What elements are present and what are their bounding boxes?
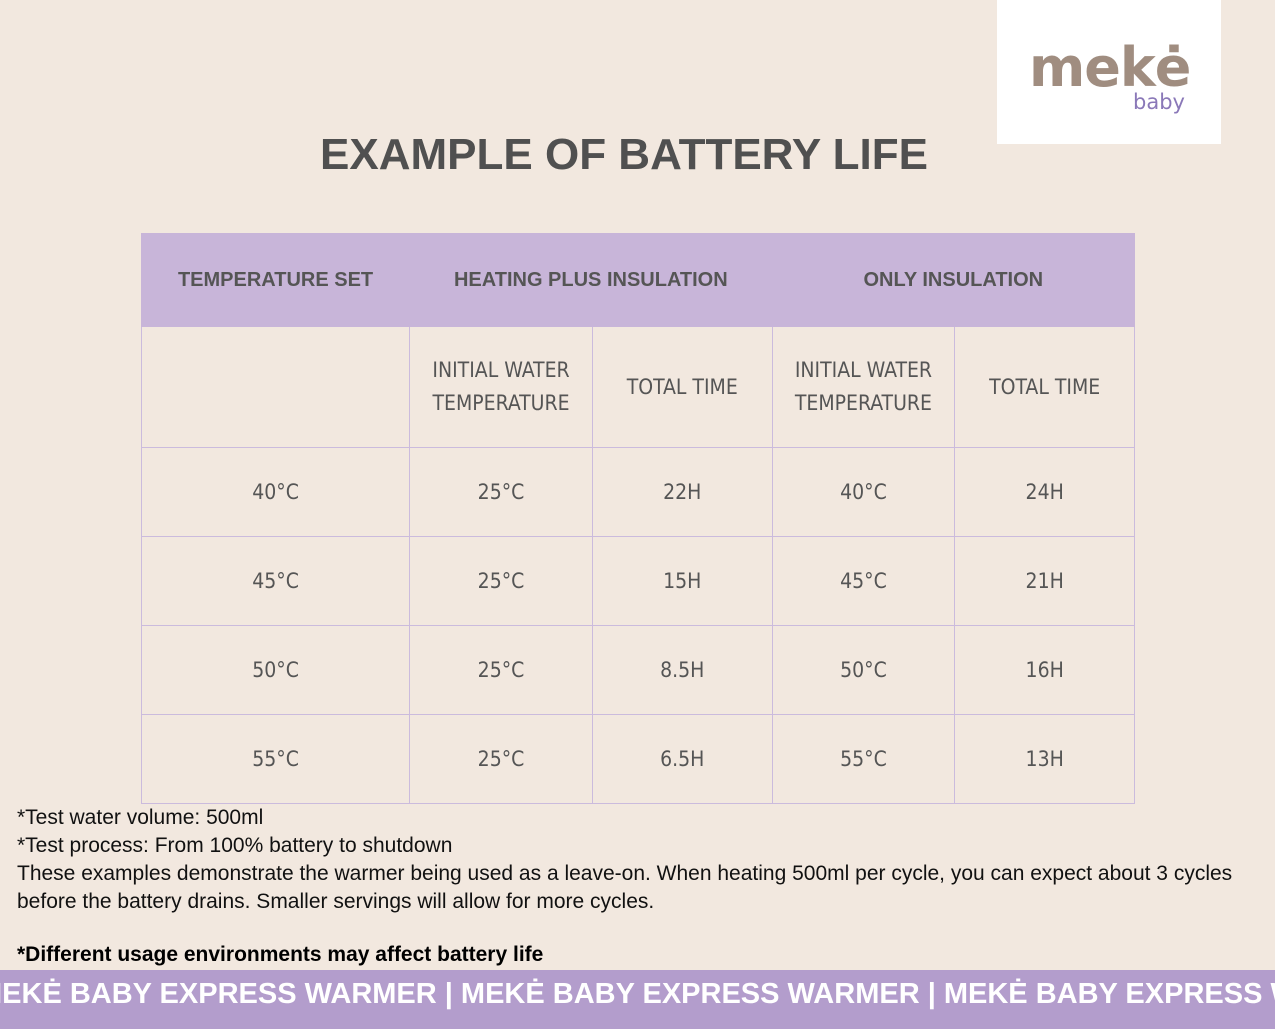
note: *Test water volume: 500ml <box>17 806 264 829</box>
header-cell: ONLY INSULATION <box>771 233 1136 327</box>
data-cell: 50°C <box>771 625 956 715</box>
data-cell: 55°C <box>140 714 411 804</box>
notes: *Test water volume: 500ml *Test process:… <box>17 804 1242 916</box>
data-cell: 8.5H <box>591 625 773 715</box>
header-cell: HEATING PLUS INSULATION <box>409 233 773 327</box>
data-cell: 22H <box>591 447 773 537</box>
data-cell: 25°C <box>409 714 593 804</box>
note: *Test process: From 100% battery to shut… <box>17 834 453 857</box>
data-cell: 25°C <box>409 536 593 626</box>
data-cell: 40°C <box>140 447 411 537</box>
data-row: 50°C 25°C 8.5H 50°C 16H <box>140 625 1135 715</box>
banner-text: MEKĖ BABY EXPRESS WARMER | MEKĖ BABY EXP… <box>0 978 1275 1010</box>
data-cell: 25°C <box>409 447 593 537</box>
data-cell: 24H <box>954 447 1135 537</box>
subheader-row: INITIAL WATER TEMPERATURE TOTAL TIME INI… <box>140 326 1135 448</box>
footnote: *Different usage environments may affect… <box>17 943 544 966</box>
logo-sub: baby <box>1133 90 1185 114</box>
data-cell: 25°C <box>409 625 593 715</box>
banner: MEKĖ BABY EXPRESS WARMER | MEKĖ BABY EXP… <box>0 970 1275 1029</box>
data-row: 45°C 25°C 15H 45°C 21H <box>140 536 1135 626</box>
logo: mekė baby <box>997 0 1221 144</box>
empty-cell <box>140 326 411 448</box>
subheader-cell: TOTAL TIME <box>591 326 773 448</box>
subheader-cell: INITIAL WATER TEMPERATURE <box>409 326 593 448</box>
subheader-cell: INITIAL WATER TEMPERATURE <box>771 326 956 448</box>
subheader-cell: TOTAL TIME <box>954 326 1135 448</box>
header-cell: TEMPERATURE SET <box>140 233 411 327</box>
header-row: TEMPERATURE SET HEATING PLUS INSULATION … <box>140 233 1136 327</box>
data-cell: 13H <box>954 714 1135 804</box>
data-cell: 40°C <box>771 447 956 537</box>
title: EXAMPLE OF BATTERY LIFE <box>320 130 928 179</box>
data-cell: 50°C <box>140 625 411 715</box>
logo-brand: mekė <box>1029 36 1191 99</box>
note: These examples demonstrate the warmer be… <box>17 862 1233 913</box>
data-cell: 6.5H <box>591 714 773 804</box>
data-row: 40°C 25°C 22H 40°C 24H <box>140 447 1135 537</box>
battery-table: TEMPERATURE SET HEATING PLUS INSULATION … <box>140 233 1136 804</box>
data-row: 55°C 25°C 6.5H 55°C 13H <box>140 714 1135 804</box>
data-cell: 16H <box>954 625 1135 715</box>
data-cell: 21H <box>954 536 1135 626</box>
data-cell: 15H <box>591 536 773 626</box>
data-cell: 45°C <box>140 536 411 626</box>
data-cell: 45°C <box>771 536 956 626</box>
data-cell: 55°C <box>771 714 956 804</box>
